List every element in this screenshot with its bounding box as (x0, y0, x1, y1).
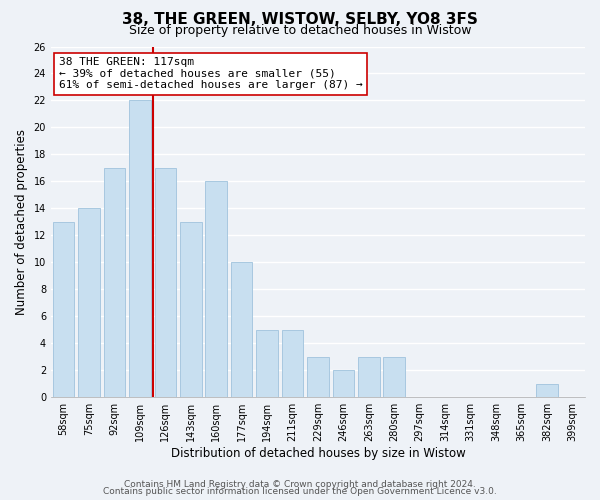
Bar (282, 330, 304, 397)
Text: Size of property relative to detached houses in Wistow: Size of property relative to detached ho… (129, 24, 471, 37)
Text: Contains public sector information licensed under the Open Government Licence v3: Contains public sector information licen… (103, 487, 497, 496)
Bar (231, 262, 253, 397)
Bar (155, 168, 176, 397)
Bar (307, 356, 329, 397)
X-axis label: Distribution of detached houses by size in Wistow: Distribution of detached houses by size … (170, 447, 466, 460)
Bar (383, 356, 405, 397)
Text: 38 THE GREEN: 117sqm
← 39% of detached houses are smaller (55)
61% of semi-detac: 38 THE GREEN: 117sqm ← 39% of detached h… (59, 57, 362, 90)
Bar (104, 168, 125, 397)
Text: Contains HM Land Registry data © Crown copyright and database right 2024.: Contains HM Land Registry data © Crown c… (124, 480, 476, 489)
Bar (205, 182, 227, 397)
Bar (536, 384, 557, 397)
Y-axis label: Number of detached properties: Number of detached properties (15, 129, 28, 315)
Bar (256, 330, 278, 397)
Bar (332, 370, 354, 397)
Bar (129, 100, 151, 397)
Bar (180, 222, 202, 397)
Bar (358, 356, 380, 397)
Text: 38, THE GREEN, WISTOW, SELBY, YO8 3FS: 38, THE GREEN, WISTOW, SELBY, YO8 3FS (122, 12, 478, 28)
Bar (53, 222, 74, 397)
Bar (78, 208, 100, 397)
